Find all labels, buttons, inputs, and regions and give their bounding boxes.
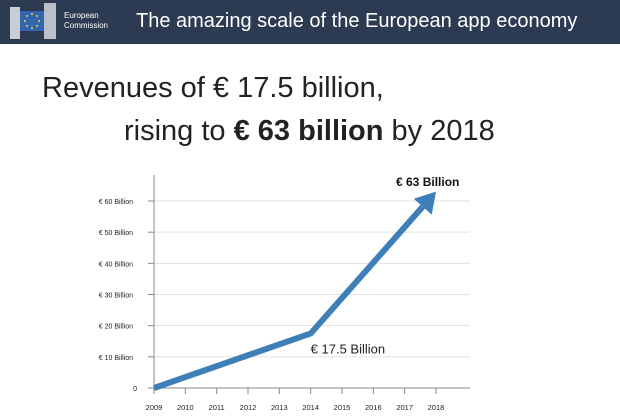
- arrow-head: [413, 191, 436, 215]
- series-line: [153, 204, 426, 391]
- y-tick-label: € 10 Billion: [99, 355, 133, 362]
- x-tick-label: 2014: [302, 403, 319, 412]
- logo-line2: Commission: [64, 21, 109, 30]
- x-tick-label: 2009: [146, 403, 163, 412]
- annotation-63: € 63 Billion: [396, 175, 459, 189]
- annotation-17-5: € 17.5 Billion: [311, 341, 385, 356]
- x-tick-label: 2017: [396, 403, 413, 412]
- y-tick-label: € 40 Billion: [99, 261, 133, 268]
- x-tick-label: 2011: [209, 403, 225, 412]
- x-tick-label: 2010: [177, 403, 194, 412]
- headline-prefix: rising to: [124, 115, 234, 147]
- headline-bold: € 63 billion: [233, 115, 384, 147]
- x-tick-label: 2015: [334, 403, 351, 412]
- x-tick-label: 2012: [240, 403, 257, 412]
- y-tick-label: 0: [133, 386, 137, 393]
- y-tick-label: € 50 Billion: [99, 230, 133, 237]
- headline-suffix: by 2018: [383, 115, 495, 147]
- x-tick-label: 2013: [271, 403, 288, 412]
- y-tick-label: € 60 Billion: [99, 199, 133, 206]
- header-bar: European Commission The amazing scale of…: [0, 0, 620, 44]
- headline-line1: Revenues of € 17.5 billion,: [42, 72, 384, 104]
- logo-line1: European: [64, 11, 99, 20]
- headline-line2: rising to € 63 billion by 2018: [124, 115, 495, 148]
- european-commission-logo: [10, 3, 56, 39]
- y-tick-label: € 30 Billion: [99, 293, 133, 300]
- logo-text: European Commission: [64, 11, 108, 31]
- x-tick-label: 2018: [428, 403, 445, 412]
- y-tick-label: € 20 Billion: [99, 324, 133, 331]
- x-tick-label: 2016: [365, 403, 382, 412]
- page-title: The amazing scale of the European app ec…: [136, 10, 578, 32]
